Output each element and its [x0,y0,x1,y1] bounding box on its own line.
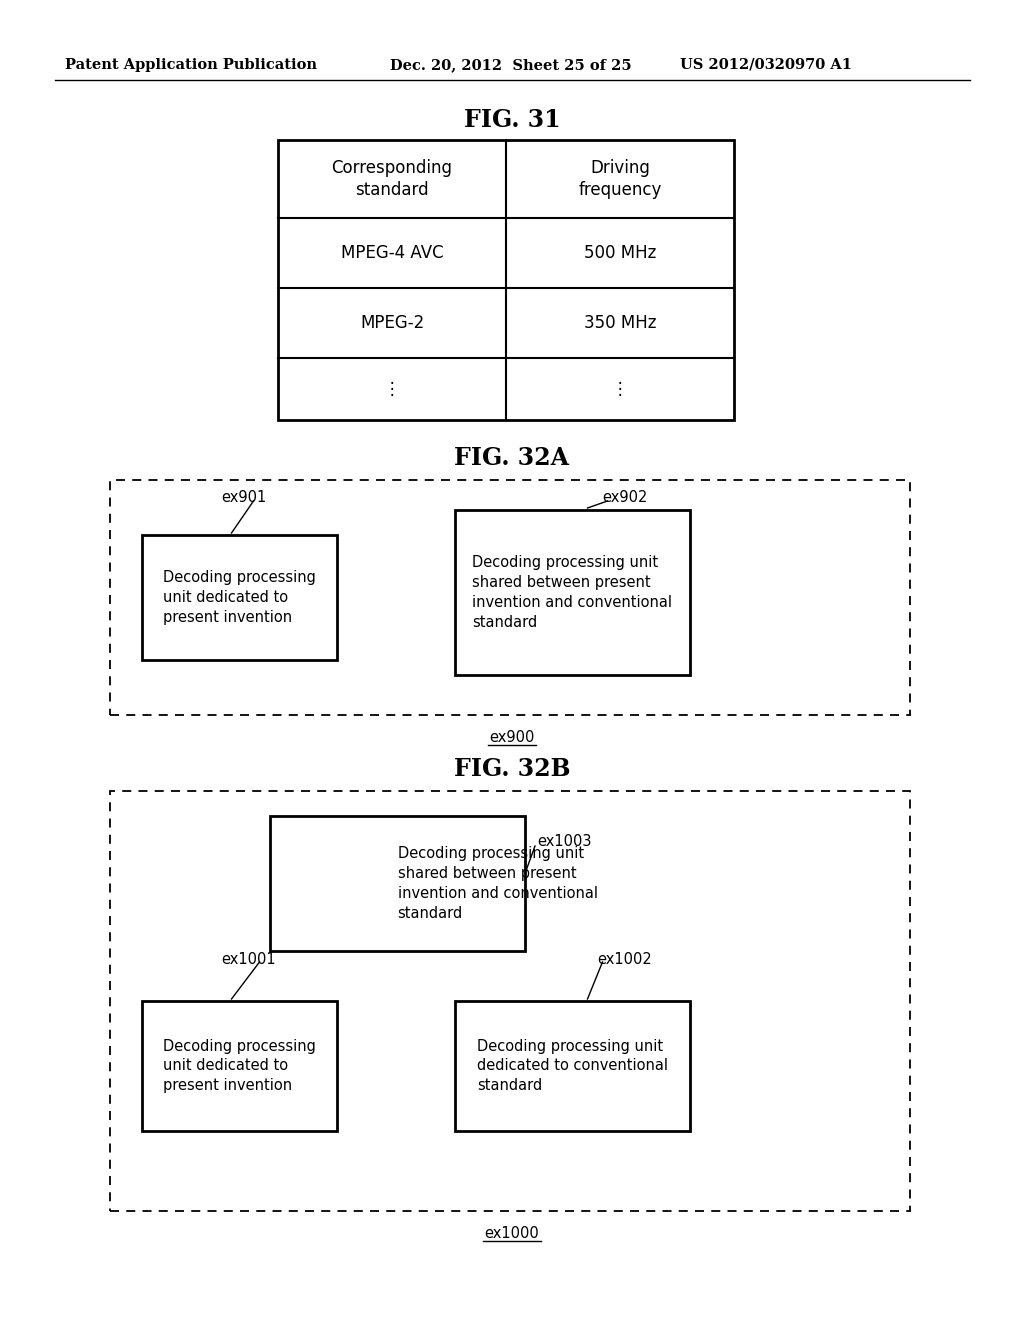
Text: FIG. 31: FIG. 31 [464,108,560,132]
Bar [110,480,910,715]
Bar [278,140,734,420]
Text: US 2012/0320970 A1: US 2012/0320970 A1 [680,58,852,73]
Text: ex902: ex902 [602,491,648,506]
Text: FIG. 32B: FIG. 32B [454,756,570,781]
Text: FIG. 32A: FIG. 32A [455,446,569,470]
Text: ⋮: ⋮ [384,380,400,399]
Text: MPEG-2: MPEG-2 [359,314,424,333]
Bar [142,1001,337,1131]
Text: ex1001: ex1001 [221,952,276,966]
Text: Patent Application Publication: Patent Application Publication [65,58,317,73]
Text: 500 MHz: 500 MHz [584,244,656,261]
Text: Decoding processing unit
dedicated to conventional
standard: Decoding processing unit dedicated to co… [477,1039,668,1093]
Bar [455,1001,690,1131]
Text: Driving
frequency: Driving frequency [579,158,662,199]
Bar [455,510,690,675]
Text: ⋮: ⋮ [611,380,629,399]
Text: Dec. 20, 2012  Sheet 25 of 25: Dec. 20, 2012 Sheet 25 of 25 [390,58,632,73]
Bar [110,791,910,1210]
Text: Corresponding
standard: Corresponding standard [332,158,453,199]
Text: Decoding processing
unit dedicated to
present invention: Decoding processing unit dedicated to pr… [163,570,316,624]
Text: ex1002: ex1002 [597,952,652,966]
Text: Decoding processing unit
shared between present
invention and conventional
stand: Decoding processing unit shared between … [397,846,597,921]
Text: MPEG-4 AVC: MPEG-4 AVC [341,244,443,261]
Text: Decoding processing
unit dedicated to
present invention: Decoding processing unit dedicated to pr… [163,1039,316,1093]
Text: ex1003: ex1003 [537,833,592,849]
Text: ex900: ex900 [489,730,535,744]
Text: 350 MHz: 350 MHz [584,314,656,333]
Text: ex1000: ex1000 [484,1225,540,1241]
Text: Decoding processing unit
shared between present
invention and conventional
stand: Decoding processing unit shared between … [472,556,673,630]
Bar [270,816,525,950]
Bar [142,535,337,660]
Text: ex901: ex901 [221,491,266,506]
